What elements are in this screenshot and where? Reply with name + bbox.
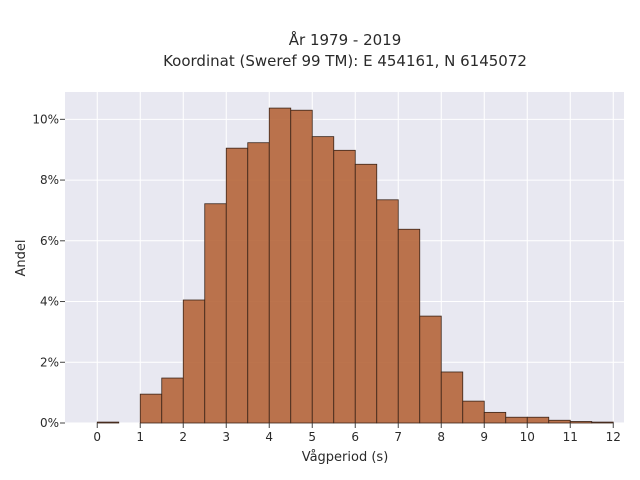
histogram-bar bbox=[548, 419, 571, 424]
y-tick-label: 8% bbox=[40, 173, 59, 187]
histogram-bar bbox=[182, 299, 206, 424]
histogram-bar bbox=[204, 203, 227, 424]
x-axis-label: Vågperiod (s) bbox=[302, 450, 389, 465]
x-tick-label: 9 bbox=[480, 430, 488, 444]
histogram-bar bbox=[354, 163, 378, 424]
histogram-bar bbox=[333, 149, 356, 424]
x-tick-label: 10 bbox=[520, 430, 535, 444]
histogram-bar bbox=[483, 411, 507, 424]
y-tick-label: 4% bbox=[40, 295, 59, 309]
histogram-bar bbox=[247, 142, 270, 424]
histogram-bar bbox=[290, 109, 313, 424]
histogram-bar bbox=[462, 400, 485, 424]
bars bbox=[96, 107, 614, 424]
y-axis-label: Andel bbox=[14, 240, 29, 277]
y-tick-label: 6% bbox=[40, 234, 59, 248]
histogram-bar bbox=[161, 377, 184, 424]
chart-title-line1: År 1979 - 2019 bbox=[289, 30, 402, 49]
x-tick-label: 4 bbox=[265, 430, 273, 444]
y-tick-label: 10% bbox=[32, 112, 59, 126]
chart-title-line2: Koordinat (Sweref 99 TM): E 454161, N 61… bbox=[163, 52, 527, 70]
histogram-bar bbox=[419, 315, 442, 424]
y-axis-ticks: 0% 2% 4% 6% 8% 10% bbox=[32, 112, 65, 430]
histogram-bar bbox=[591, 421, 614, 424]
x-axis-ticks: 0 1 2 3 4 5 6 7 8 9 10 11 12 bbox=[93, 423, 621, 444]
x-tick-label: 5 bbox=[308, 430, 316, 444]
histogram-bar bbox=[268, 107, 292, 424]
y-tick-label: 0% bbox=[40, 416, 59, 430]
histogram-bar bbox=[225, 147, 249, 424]
x-tick-label: 1 bbox=[136, 430, 144, 444]
histogram-bar bbox=[397, 228, 421, 424]
histogram-bar bbox=[505, 416, 528, 424]
x-tick-label: 6 bbox=[351, 430, 359, 444]
x-tick-label: 11 bbox=[563, 430, 578, 444]
histogram-bar bbox=[376, 199, 399, 424]
histogram-bar bbox=[311, 136, 335, 424]
histogram-bar bbox=[526, 416, 550, 424]
x-tick-label: 7 bbox=[394, 430, 402, 444]
x-tick-label: 12 bbox=[606, 430, 621, 444]
y-tick-label: 2% bbox=[40, 355, 59, 369]
histogram-bar bbox=[440, 371, 464, 424]
x-tick-label: 0 bbox=[93, 430, 101, 444]
histogram-bar bbox=[569, 421, 593, 424]
x-tick-label: 3 bbox=[222, 430, 230, 444]
x-tick-label: 8 bbox=[437, 430, 445, 444]
x-tick-label: 2 bbox=[179, 430, 187, 444]
histogram-bar bbox=[139, 393, 163, 424]
histogram-bar bbox=[96, 421, 120, 424]
